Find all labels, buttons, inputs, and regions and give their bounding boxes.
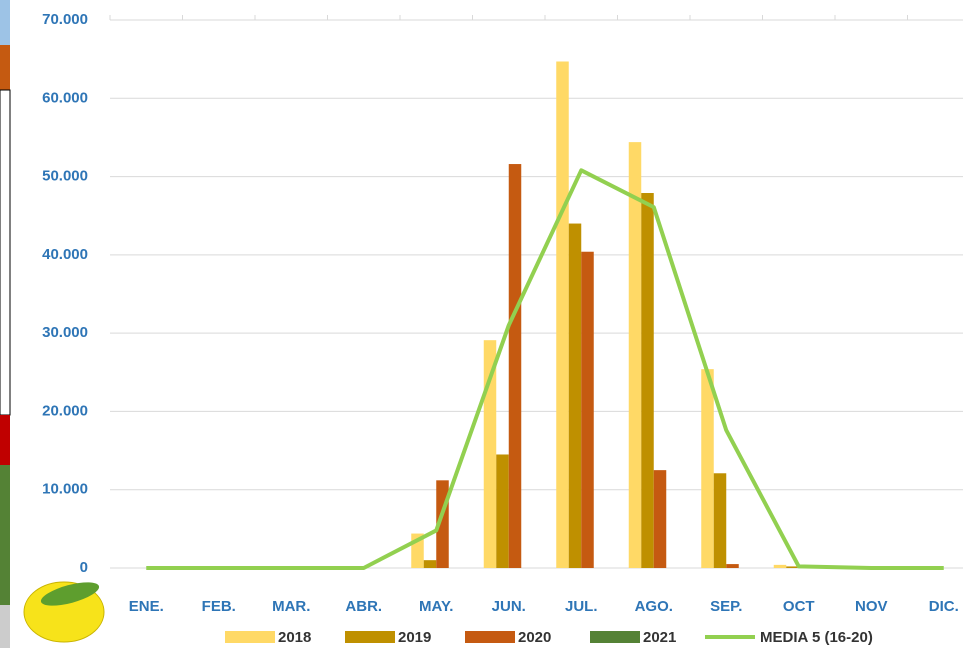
y-tick-label: 20.000 (42, 402, 88, 419)
legend-label: MEDIA 5 (16-20) (760, 629, 873, 646)
left-strip (0, 0, 11, 648)
bar (423, 560, 437, 568)
bar (641, 193, 654, 569)
x-tick-label: ABR. (345, 598, 382, 615)
legend-label: 2020 (518, 629, 551, 646)
y-tick-label: 30.000 (42, 324, 88, 341)
legend-label: 2018 (278, 629, 311, 646)
bar (701, 369, 714, 568)
bar (653, 470, 667, 568)
line-series (146, 168, 944, 570)
y-tick-label: 60.000 (42, 89, 88, 106)
legend-label: 2021 (643, 629, 676, 646)
legend-swatch (225, 631, 275, 643)
x-tick-label: MAR. (272, 598, 310, 615)
bar (556, 61, 569, 569)
bar (773, 564, 787, 568)
x-tick-label: NOV (855, 598, 888, 615)
lemon-icon (23, 581, 105, 643)
y-tick-label: 0 (80, 559, 88, 576)
y-tick-label: 40.000 (42, 246, 88, 263)
x-tick-label: ENE. (129, 598, 164, 615)
bar (713, 473, 727, 568)
bar (483, 340, 497, 568)
bar (786, 566, 799, 568)
bar (726, 564, 739, 568)
bar (628, 142, 642, 568)
x-tick-label: MAY. (419, 598, 453, 615)
x-tick-label: JUN. (492, 598, 526, 615)
y-tick-label: 70.000 (42, 11, 88, 28)
bar (568, 223, 582, 569)
legend-swatch (465, 631, 515, 643)
bar (508, 164, 522, 568)
legend-label: 2019 (398, 629, 431, 646)
x-tick-label: FEB. (202, 598, 236, 615)
x-tick-label: DIC. (929, 598, 959, 615)
legend-swatch (590, 631, 640, 643)
legend-swatch (345, 631, 395, 643)
x-tick-label: SEP. (710, 598, 742, 615)
bar (581, 251, 594, 568)
bar (496, 454, 509, 568)
y-tick-label: 50.000 (42, 168, 88, 185)
x-tick-label: AGO. (635, 598, 673, 615)
y-tick-label: 10.000 (42, 481, 88, 498)
x-tick-label: OCT (783, 598, 815, 615)
x-tick-label: JUL. (565, 598, 598, 615)
